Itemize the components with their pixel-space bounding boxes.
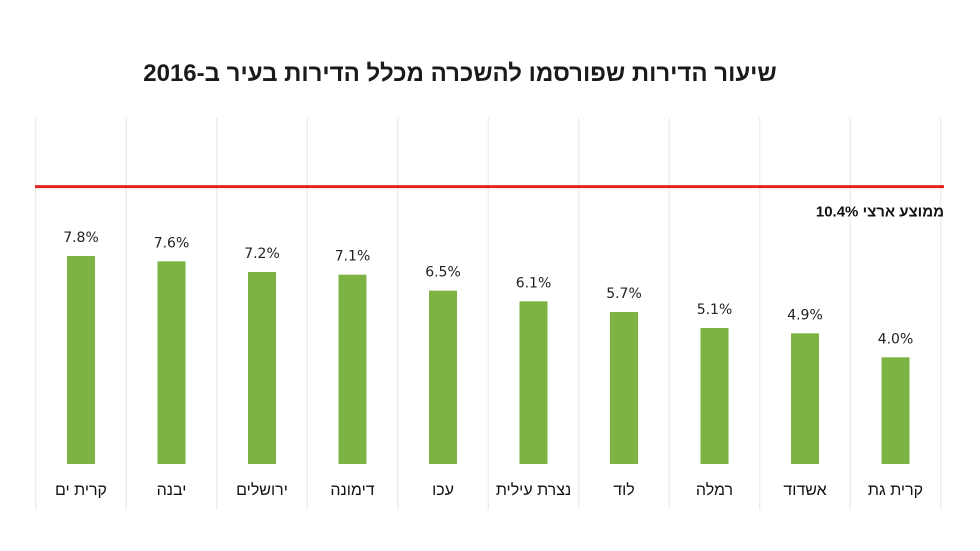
- value-label: 7.8%: [63, 230, 99, 246]
- value-label: 7.2%: [244, 246, 280, 262]
- value-label: 6.5%: [425, 265, 461, 281]
- category-label: עכו: [432, 482, 454, 499]
- bar: [248, 272, 276, 464]
- category-label: לוד: [613, 481, 635, 499]
- bar: [519, 301, 548, 464]
- value-labels: 7.8% 7.6% 7.2% 7.1% 6.5% 6.1% 5.7% 5.1% 4.9% 4.0%: [63, 230, 913, 347]
- value-label: 5.1%: [697, 302, 733, 318]
- value-label: 6.1%: [516, 275, 552, 291]
- category-label: אשדוד: [783, 482, 826, 499]
- bar: [791, 333, 819, 464]
- category-label: רמלה: [696, 481, 733, 499]
- category-labels: קרית ים יבנה ירושלים דימונה עכו נצרת עילית לוד…: [55, 481, 923, 499]
- category-label: ירושלים: [236, 481, 288, 499]
- value-label: 7.6%: [154, 235, 190, 251]
- bar: [881, 357, 910, 464]
- bar: [67, 256, 95, 464]
- category-label: דימונה: [330, 482, 374, 499]
- bar: [700, 328, 729, 464]
- value-label: 4.0%: [878, 331, 914, 347]
- category-label: קרית ים: [55, 482, 107, 499]
- bar: [157, 261, 186, 464]
- bar: [338, 274, 367, 464]
- bar: [429, 290, 457, 464]
- value-label: 5.7%: [606, 286, 642, 302]
- chart-title: שיעור הדירות שפורסמו להשכרה מכלל הדירות …: [143, 60, 777, 87]
- value-label: 4.9%: [787, 307, 823, 323]
- category-label: יבנה: [157, 482, 187, 499]
- bars: [67, 256, 910, 464]
- bar: [610, 312, 638, 464]
- category-label: נצרת עילית: [496, 481, 571, 499]
- value-label: 7.1%: [335, 249, 371, 265]
- national-average-label: ממוצע ארצי 10.4%: [816, 204, 944, 221]
- category-label: קרית גת: [868, 482, 923, 499]
- column-separators: [35, 118, 942, 510]
